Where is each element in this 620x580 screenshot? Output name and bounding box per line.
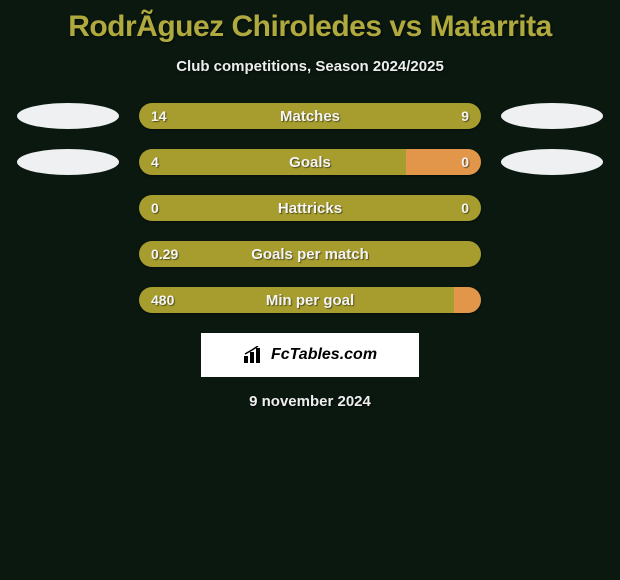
spacer bbox=[17, 195, 119, 221]
metric-bar: 40Goals bbox=[139, 149, 481, 175]
metric-row: 0.29Goals per match bbox=[0, 241, 620, 267]
subtitle: Club competitions, Season 2024/2025 bbox=[0, 58, 620, 75]
bar-right-fill bbox=[406, 149, 481, 175]
player-right-oval bbox=[501, 103, 603, 129]
metric-bar: 480Min per goal bbox=[139, 287, 481, 313]
bar-right-fill bbox=[310, 195, 481, 221]
brand-badge: FcTables.com bbox=[201, 333, 419, 377]
bar-left-fill bbox=[139, 241, 481, 267]
metric-bar: 0.29Goals per match bbox=[139, 241, 481, 267]
bar-right-fill bbox=[347, 103, 481, 129]
metric-row: 40Goals bbox=[0, 149, 620, 175]
comparison-rows: 149Matches 40Goals 00Hattricks 0.29Goals pe… bbox=[0, 103, 620, 313]
brand-text: FcTables.com bbox=[271, 346, 377, 364]
bar-left-fill bbox=[139, 195, 310, 221]
metric-row: 149Matches bbox=[0, 103, 620, 129]
metric-row: 00Hattricks bbox=[0, 195, 620, 221]
metric-bar: 00Hattricks bbox=[139, 195, 481, 221]
player-right-oval bbox=[501, 149, 603, 175]
spacer bbox=[501, 195, 603, 221]
spacer bbox=[501, 287, 603, 313]
date-text: 9 november 2024 bbox=[0, 393, 620, 410]
bar-right-fill bbox=[454, 287, 481, 313]
page-title: RodrÃ­guez Chiroledes vs Matarrita bbox=[0, 0, 620, 44]
bars-icon bbox=[243, 346, 265, 364]
bar-left-fill bbox=[139, 149, 406, 175]
metric-bar: 149Matches bbox=[139, 103, 481, 129]
spacer bbox=[501, 241, 603, 267]
player-left-oval bbox=[17, 149, 119, 175]
bar-left-fill bbox=[139, 287, 454, 313]
spacer bbox=[17, 241, 119, 267]
metric-row: 480Min per goal bbox=[0, 287, 620, 313]
bar-left-fill bbox=[139, 103, 347, 129]
spacer bbox=[17, 287, 119, 313]
player-left-oval bbox=[17, 103, 119, 129]
